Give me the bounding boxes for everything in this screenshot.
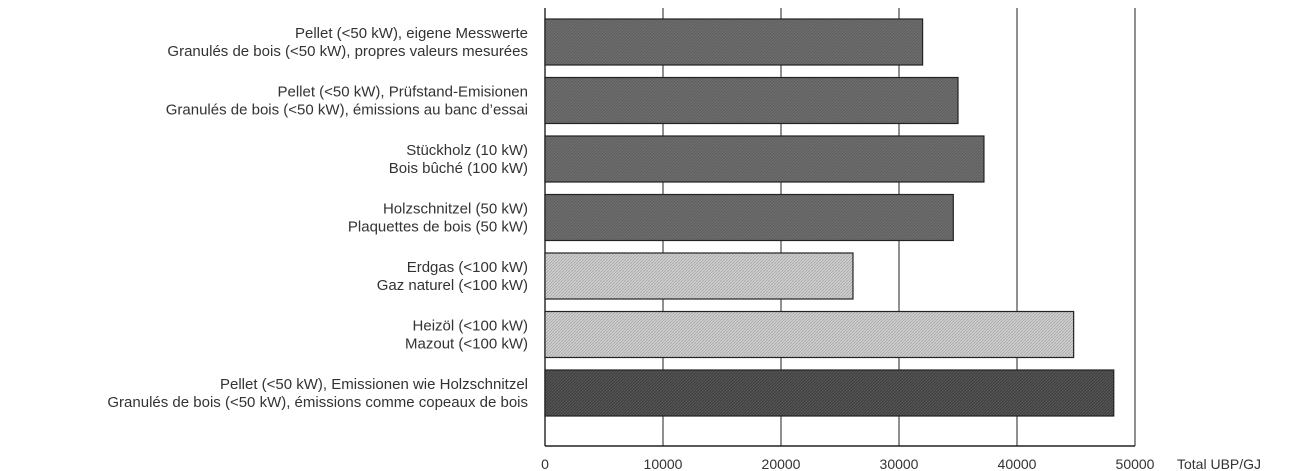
bars xyxy=(544,18,1115,417)
category-label: Granulés de bois (<50 kW), propres valeu… xyxy=(167,43,528,60)
category-label: Pellet (<50 kW), eigene Messwerte xyxy=(295,25,528,42)
x-tick-label: 20000 xyxy=(762,456,801,471)
x-tick-label: 0 xyxy=(541,456,549,471)
category-label: Heizöl (<100 kW) xyxy=(413,318,528,335)
category-label: Granulés de bois (<50 kW), émissions com… xyxy=(107,394,528,411)
x-tick-label: 10000 xyxy=(644,456,683,471)
x-axis-unit-label: Total UBP/GJ xyxy=(1177,456,1261,471)
bar xyxy=(544,76,959,125)
category-label: Bois bûché (100 kW) xyxy=(389,160,528,177)
category-labels: Pellet (<50 kW), eigene MesswerteGranulé… xyxy=(107,25,528,411)
category-label: Granulés de bois (<50 kW), émissions au … xyxy=(166,102,528,119)
category-label: Plaquettes de bois (50 kW) xyxy=(348,219,528,236)
category-label: Mazout (<100 kW) xyxy=(405,336,528,353)
category-label: Gaz naturel (<100 kW) xyxy=(377,277,528,294)
bar xyxy=(544,135,985,183)
bar xyxy=(544,310,1075,359)
bar xyxy=(544,369,1115,417)
x-axis-ticks: 0 10000 20000 30000 40000 50000 xyxy=(541,456,1155,471)
x-tick-label: 50000 xyxy=(1116,456,1155,471)
category-label: Holzschnitzel (50 kW) xyxy=(383,201,528,218)
category-label: Pellet (<50 kW), Emissionen wie Holzschn… xyxy=(220,376,528,393)
bar xyxy=(544,252,854,300)
bar xyxy=(544,193,954,242)
x-tick-label: 40000 xyxy=(998,456,1037,471)
category-label: Stückholz (10 kW) xyxy=(406,142,528,159)
category-label: Pellet (<50 kW), Prüfstand-Emisionen xyxy=(277,84,528,101)
category-label: Erdgas (<100 kW) xyxy=(407,259,528,276)
bar xyxy=(544,18,924,66)
x-tick-label: 30000 xyxy=(880,456,919,471)
